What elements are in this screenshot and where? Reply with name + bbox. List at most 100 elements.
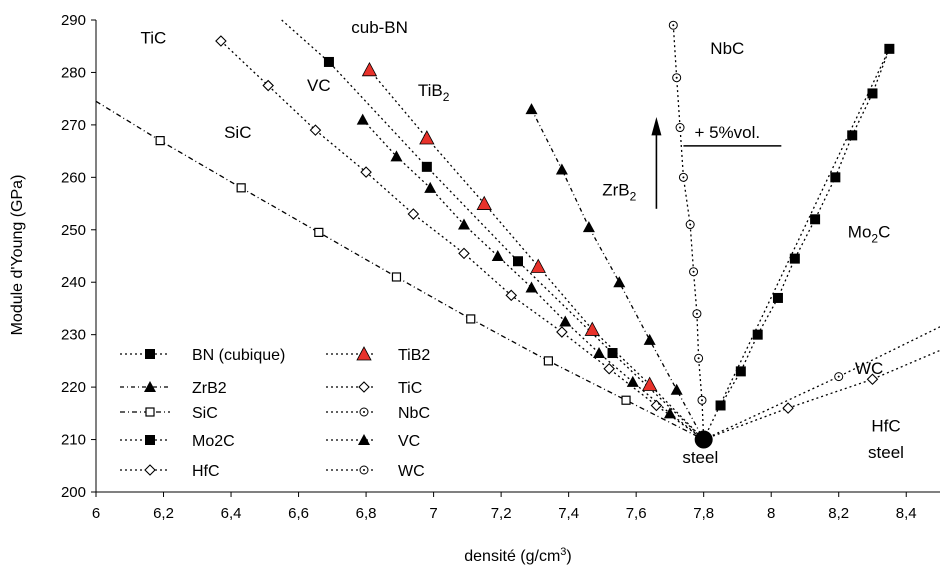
marker-square-open xyxy=(236,183,246,193)
series-zrb2 xyxy=(525,103,705,440)
x-axis-label-superscript: 3 xyxy=(560,546,566,558)
marker-diamond xyxy=(358,381,370,393)
data-point xyxy=(670,383,683,395)
legend-marker xyxy=(144,464,156,476)
marker-triangle xyxy=(582,221,595,233)
legend-label: BN (cubique) xyxy=(192,347,285,364)
legend-marker xyxy=(144,381,156,392)
data-point xyxy=(752,329,763,340)
legend-label: TiC xyxy=(398,380,422,397)
y-tick-label: 220 xyxy=(61,379,86,396)
data-point xyxy=(215,35,227,47)
data-point xyxy=(360,166,372,178)
data-point xyxy=(668,20,678,30)
marker-square xyxy=(789,253,800,264)
y-tick-label: 200 xyxy=(61,484,86,501)
marker-triangle xyxy=(356,113,369,125)
legend-item-tib2: TiB2 xyxy=(326,346,430,364)
x-axis-label-text: densité (g/cm xyxy=(464,548,560,565)
data-point xyxy=(491,250,504,261)
marker-diamond xyxy=(407,208,420,220)
annotation-label: TiB2 xyxy=(418,81,450,104)
legend: BN (cubique) ZrB2 SiC Mo2C HfC TiB2 TiC NbC VC WC xyxy=(120,346,430,480)
annotation-label: ZrB2 xyxy=(602,181,636,204)
marker-diamond xyxy=(650,399,663,412)
data-point xyxy=(867,88,878,99)
marker-square xyxy=(145,349,155,359)
data-point xyxy=(641,376,658,391)
marker-square xyxy=(810,214,821,225)
marker-triangle xyxy=(144,381,156,392)
marker-square xyxy=(323,56,334,67)
data-point xyxy=(782,402,794,414)
series-wc xyxy=(703,326,940,441)
data-point xyxy=(772,292,783,303)
data-point xyxy=(314,227,324,237)
data-point xyxy=(323,56,334,67)
data-point xyxy=(689,267,699,277)
data-point xyxy=(559,315,572,327)
data-point xyxy=(555,163,568,175)
marker-square xyxy=(867,88,878,99)
marker-square-open xyxy=(466,314,476,324)
marker-diamond xyxy=(215,35,227,47)
marker-square xyxy=(513,256,523,267)
marker-diamond xyxy=(505,289,518,302)
marker-triangle-red xyxy=(641,376,658,391)
marker-diamond xyxy=(144,464,156,476)
marker-circle-dot xyxy=(695,312,698,315)
marker-triangle-red xyxy=(584,321,600,336)
arrow-head xyxy=(651,117,662,136)
marker-diamond xyxy=(782,402,794,414)
x-tick-label: 7,6 xyxy=(626,505,647,522)
legend-label: Mo2C xyxy=(192,433,235,450)
data-point xyxy=(672,73,682,83)
marker-triangle xyxy=(491,250,504,261)
marker-square-open xyxy=(145,407,155,417)
marker-circle-dot xyxy=(672,24,675,27)
marker-square xyxy=(735,366,746,377)
marker-square-open xyxy=(155,136,165,146)
marker-diamond xyxy=(262,79,274,92)
data-point xyxy=(466,314,476,324)
marker-circle-dot xyxy=(689,223,692,226)
data-point xyxy=(505,289,518,302)
x-tick-label: 8 xyxy=(767,505,775,522)
y-tick-label: 240 xyxy=(61,274,86,291)
data-point xyxy=(476,195,492,210)
data-point xyxy=(697,395,707,405)
data-point xyxy=(810,214,821,225)
marker-triangle xyxy=(390,150,403,162)
series-tib2 xyxy=(361,61,705,441)
series-tic xyxy=(215,35,705,441)
annotation-label: steel xyxy=(868,443,904,462)
x-tick-label: 7,8 xyxy=(693,505,714,522)
marker-triangle xyxy=(457,218,470,230)
data-point xyxy=(584,321,600,336)
data-point xyxy=(593,347,606,359)
marker-square xyxy=(607,348,618,359)
annotation-label: NbC xyxy=(710,39,744,58)
marker-diamond xyxy=(309,124,322,136)
axes: 200 210 220 230 240 250 260 270 280 290 6 6,2 6,4 6,6… xyxy=(61,12,940,522)
marker-diamond xyxy=(458,247,470,260)
legend-marker xyxy=(358,434,370,445)
legend-label: ZrB2 xyxy=(192,380,227,397)
data-point xyxy=(407,208,420,220)
data-point xyxy=(236,183,246,193)
data-point xyxy=(361,61,378,77)
legend-item-tic: TiC xyxy=(326,380,422,397)
marker-square-open xyxy=(391,272,402,282)
data-point xyxy=(694,353,704,363)
marker-triangle xyxy=(559,315,572,327)
marker-diamond xyxy=(603,362,615,375)
data-point xyxy=(262,79,274,92)
legend-item-nbc: NbC xyxy=(326,405,430,422)
marker-square xyxy=(830,172,841,183)
legend-item-sic: SiC xyxy=(120,405,218,422)
series-layer xyxy=(95,19,940,449)
marker-diamond xyxy=(556,326,568,338)
legend-marker xyxy=(145,407,155,417)
x-tick-label: 6,2 xyxy=(153,505,174,522)
marker-triangle xyxy=(555,163,568,175)
